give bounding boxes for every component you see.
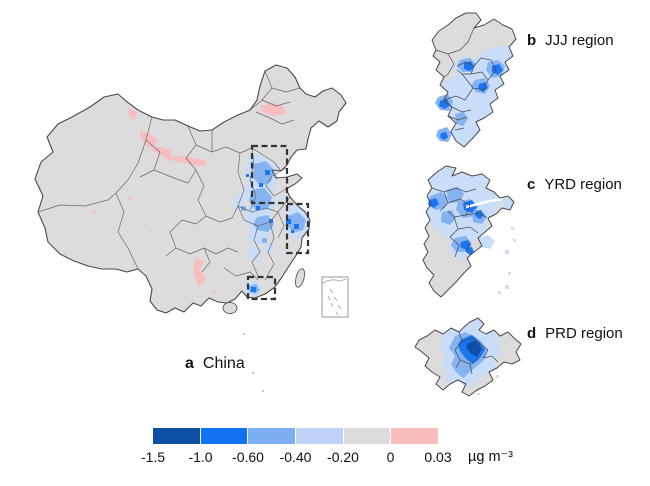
china-map <box>34 64 349 392</box>
panel-a-title: China <box>202 355 245 372</box>
panel-d-letter: d <box>527 325 537 342</box>
colorbar-tick: -0.20 <box>327 449 359 465</box>
colorbar-ticks: -1.5 -1.0 -0.60 -0.40 -0.20 0 0.03 <box>141 449 452 467</box>
colorbar-tick: -1.5 <box>140 449 166 465</box>
panel-c-title: YRD region <box>544 176 622 193</box>
taiwan-island <box>295 268 305 288</box>
colorbar-tick: 0.03 <box>424 449 452 465</box>
panel-c-letter: c <box>527 176 536 193</box>
colorbar-segment-6 <box>391 428 439 444</box>
china-blue-medium-patches <box>241 161 306 294</box>
panel-b-letter: b <box>527 32 537 49</box>
yrd-yangtze-river <box>465 197 503 209</box>
china-outline <box>34 64 347 314</box>
colorbar-tick: -0.40 <box>279 449 312 465</box>
yrd-region-map <box>422 165 516 298</box>
prd-outline <box>414 317 522 397</box>
jjj-blue-bright <box>439 61 503 140</box>
inset-coastline <box>322 278 347 284</box>
prd-dashed-box <box>246 275 277 301</box>
colorbar <box>153 428 439 444</box>
small-sea-islands <box>243 333 264 392</box>
colorbar-unit: µg m⁻³ <box>468 449 514 465</box>
prd-region-map <box>414 317 522 397</box>
china-pink-patches <box>92 102 286 294</box>
panel-a-label: a China <box>185 355 245 373</box>
prd-district-borders <box>454 331 499 375</box>
colorbar-tick: -1.0 <box>188 449 213 465</box>
panel-d-title: PRD region <box>545 325 623 342</box>
panel-a-letter: a <box>185 355 194 372</box>
panel-b-title: JJJ region <box>545 32 614 49</box>
jjj-outline <box>431 12 517 148</box>
panel-c-label: c YRD region <box>527 176 622 193</box>
jjj-region-map <box>431 12 517 148</box>
inset-nine-dash-line <box>327 288 342 316</box>
colorbar-tick: 0 <box>386 449 395 465</box>
colorbar-segment-4 <box>296 428 344 444</box>
colorbar-segment-1 <box>153 428 201 444</box>
yrd-outline <box>422 165 515 298</box>
yrd-blue-bright <box>428 198 484 255</box>
panel-d-label: d PRD region <box>527 325 623 342</box>
panel-b-label: b JJJ region <box>527 32 614 49</box>
prd-blue-dark-core <box>466 340 482 357</box>
colorbar-segment-3 <box>248 428 297 444</box>
colorbar-segment-2 <box>200 428 249 444</box>
china-province-borders <box>37 70 301 281</box>
inset-frame <box>321 276 349 318</box>
yrd-district-borders <box>431 187 487 258</box>
jjj-dashed-box <box>250 144 289 205</box>
jjj-district-borders <box>435 27 497 131</box>
yrd-dashed-box <box>285 202 310 255</box>
hainan-island <box>222 302 238 314</box>
yrd-islands <box>498 227 516 294</box>
colorbar-segment-5 <box>343 428 392 444</box>
colorbar-tick: -0.60 <box>232 449 264 465</box>
south-china-sea-inset <box>321 276 349 318</box>
